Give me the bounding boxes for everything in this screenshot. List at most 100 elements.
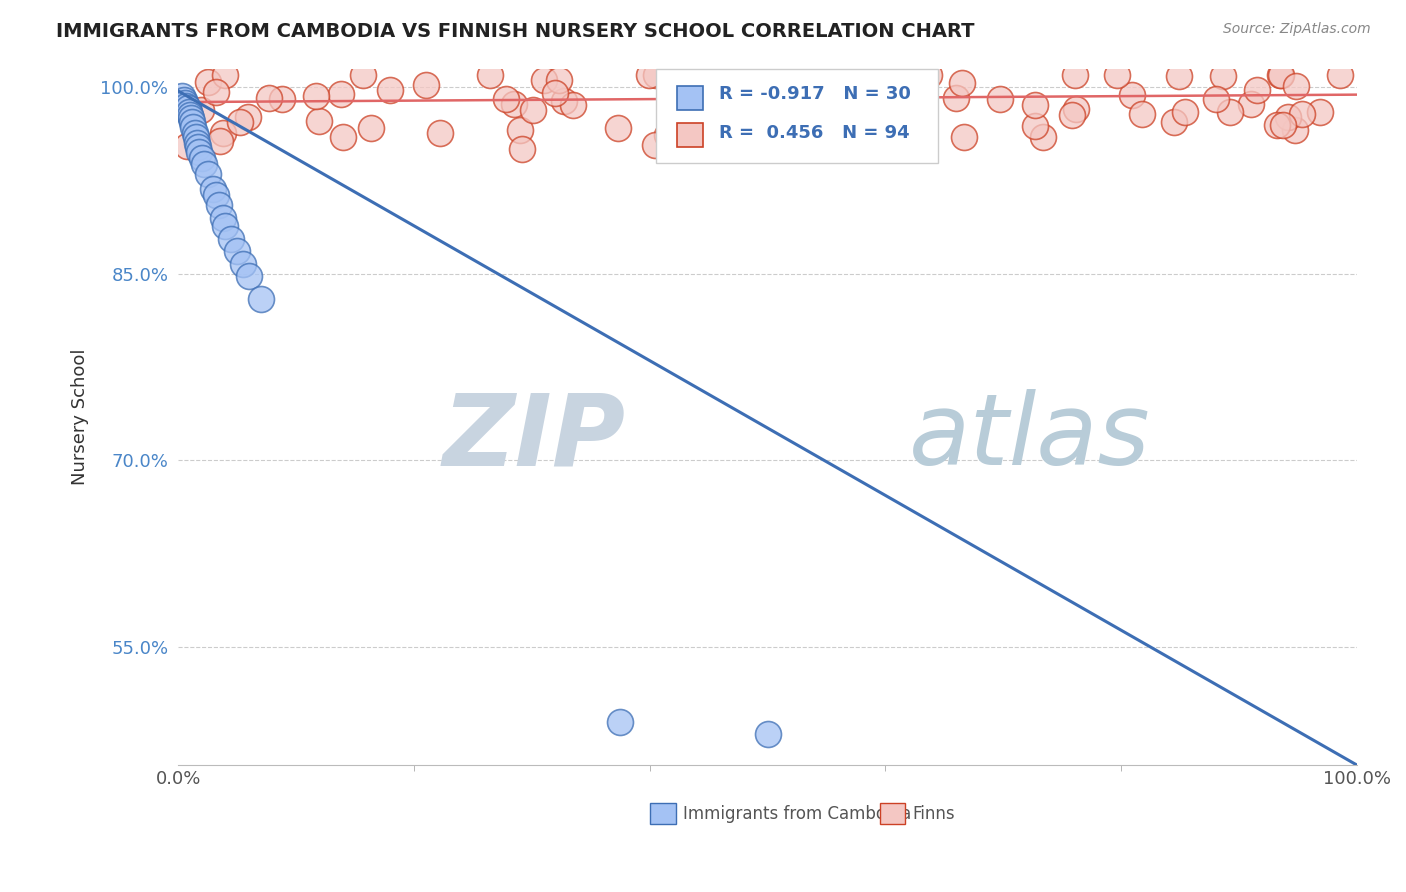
Point bbox=[415, 78, 437, 92]
Point bbox=[609, 714, 631, 729]
Point bbox=[873, 142, 896, 156]
FancyBboxPatch shape bbox=[676, 123, 703, 147]
Point bbox=[305, 88, 328, 103]
Text: R =  0.456   N = 94: R = 0.456 N = 94 bbox=[720, 124, 910, 142]
Point bbox=[838, 90, 860, 104]
Point bbox=[202, 182, 225, 196]
Point bbox=[512, 142, 534, 156]
Point bbox=[778, 136, 800, 150]
Point bbox=[495, 92, 517, 106]
Point bbox=[170, 88, 193, 103]
Point bbox=[181, 115, 204, 129]
Point bbox=[607, 121, 630, 136]
Point bbox=[176, 139, 198, 153]
Point bbox=[533, 73, 555, 87]
Point bbox=[186, 136, 208, 150]
Point bbox=[229, 114, 252, 128]
Point bbox=[950, 76, 973, 90]
Point bbox=[226, 244, 249, 259]
Point bbox=[730, 78, 752, 92]
Point bbox=[911, 107, 934, 121]
Point bbox=[1205, 92, 1227, 106]
Point bbox=[638, 68, 661, 82]
Point bbox=[945, 91, 967, 105]
Point bbox=[212, 211, 235, 225]
Point bbox=[1130, 106, 1153, 120]
Point bbox=[891, 118, 914, 132]
Point bbox=[1291, 107, 1313, 121]
Point bbox=[912, 109, 935, 123]
Point bbox=[737, 85, 759, 99]
Text: Finns: Finns bbox=[912, 805, 955, 822]
Point bbox=[793, 132, 815, 146]
Point bbox=[657, 128, 679, 143]
Text: ZIP: ZIP bbox=[443, 389, 626, 486]
Point bbox=[259, 91, 281, 105]
Text: IMMIGRANTS FROM CAMBODIA VS FINNISH NURSERY SCHOOL CORRELATION CHART: IMMIGRANTS FROM CAMBODIA VS FINNISH NURS… bbox=[56, 22, 974, 41]
Point bbox=[1277, 110, 1299, 124]
Point bbox=[1024, 120, 1046, 134]
Point bbox=[236, 110, 259, 124]
Point bbox=[429, 127, 451, 141]
Point bbox=[509, 123, 531, 137]
Point bbox=[709, 74, 731, 88]
Point bbox=[249, 292, 271, 306]
Point bbox=[988, 92, 1011, 106]
Point bbox=[547, 72, 569, 87]
Point bbox=[756, 727, 779, 741]
Point bbox=[1174, 105, 1197, 120]
Point bbox=[214, 219, 236, 234]
Point bbox=[645, 68, 668, 82]
Point bbox=[561, 98, 583, 112]
Point bbox=[1246, 83, 1268, 97]
Point bbox=[1105, 68, 1128, 82]
Point bbox=[710, 121, 733, 136]
Y-axis label: Nursery School: Nursery School bbox=[72, 349, 89, 485]
Point bbox=[176, 101, 198, 115]
Point bbox=[204, 188, 226, 202]
Point bbox=[378, 82, 401, 96]
Point bbox=[180, 112, 202, 126]
Point bbox=[898, 117, 921, 131]
Text: atlas: atlas bbox=[910, 389, 1150, 486]
Point bbox=[179, 107, 201, 121]
Point bbox=[1285, 79, 1308, 94]
Point bbox=[190, 151, 212, 165]
Point bbox=[780, 87, 803, 101]
Point bbox=[183, 126, 205, 140]
Point bbox=[1032, 130, 1054, 145]
Point bbox=[697, 105, 720, 120]
Point bbox=[478, 68, 501, 82]
Point bbox=[183, 120, 205, 134]
Point bbox=[544, 86, 567, 100]
Point bbox=[720, 104, 742, 119]
Point bbox=[814, 103, 837, 117]
Point bbox=[1270, 68, 1292, 82]
Point bbox=[219, 232, 242, 246]
Point bbox=[330, 87, 353, 101]
Text: Immigrants from Cambodia: Immigrants from Cambodia bbox=[683, 805, 911, 822]
Point bbox=[522, 103, 544, 118]
Point bbox=[208, 198, 231, 212]
Point bbox=[1309, 105, 1331, 120]
Point bbox=[665, 70, 688, 85]
Point bbox=[952, 130, 974, 145]
Point bbox=[1064, 102, 1087, 116]
Point bbox=[1060, 108, 1083, 122]
Point bbox=[173, 93, 195, 107]
Point bbox=[205, 85, 228, 99]
Point bbox=[190, 103, 212, 117]
Point bbox=[193, 157, 215, 171]
Point bbox=[352, 68, 374, 82]
FancyBboxPatch shape bbox=[655, 69, 938, 162]
Point bbox=[1329, 68, 1351, 82]
Point bbox=[1267, 118, 1289, 132]
Point bbox=[502, 97, 524, 112]
Text: R = -0.917   N = 30: R = -0.917 N = 30 bbox=[720, 86, 911, 103]
Point bbox=[1272, 118, 1295, 132]
Point bbox=[553, 95, 575, 109]
Point bbox=[876, 82, 898, 96]
Point bbox=[177, 105, 200, 120]
Point bbox=[1219, 105, 1241, 120]
Point bbox=[1024, 98, 1046, 112]
